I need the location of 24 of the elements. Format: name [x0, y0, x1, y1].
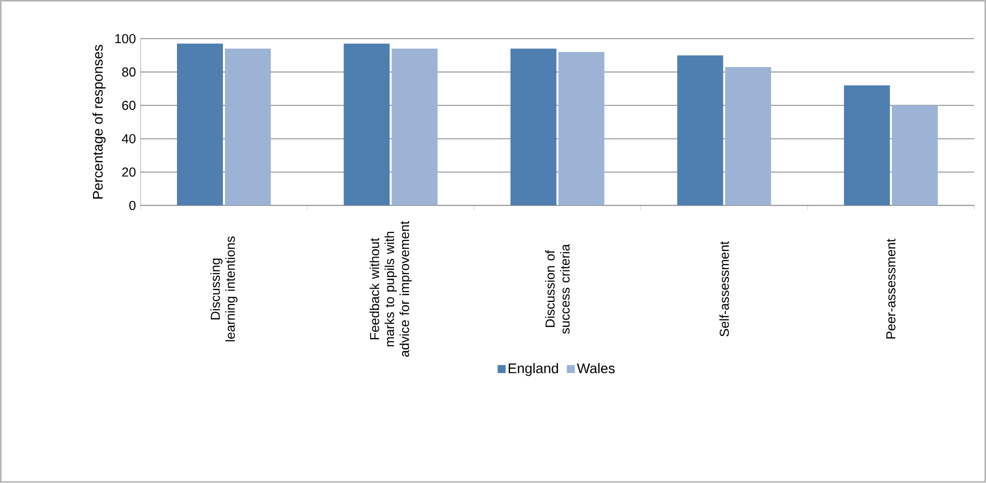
- legend-label: Wales: [576, 363, 615, 374]
- y-tick-label: 80: [122, 68, 136, 77]
- y-axis-title: Percentage of responses: [92, 45, 106, 199]
- bar: [677, 55, 724, 206]
- x-tick-label: Self-assessment: [719, 241, 729, 337]
- y-tick-label: 40: [122, 134, 136, 144]
- bar: [725, 67, 772, 206]
- y-tick-label: 100: [115, 34, 136, 44]
- y-tick-label: 60: [122, 100, 136, 110]
- bar: [558, 52, 604, 206]
- bar: [892, 106, 938, 206]
- bar: [224, 48, 271, 206]
- y-tick-label: 20: [122, 168, 136, 177]
- bar: [392, 48, 438, 206]
- bar: [510, 48, 556, 206]
- x-tick-label: Discussion of success criteria: [545, 244, 570, 334]
- bar: [344, 44, 390, 206]
- x-tick-label: Peer-assessment: [886, 238, 896, 339]
- y-tick-label: 0: [129, 200, 136, 210]
- x-tick-label: Discussing learning intentions: [210, 236, 238, 342]
- bar: [176, 44, 223, 206]
- x-tick-label: Feedback without marks to pupils with advice for improvement: [370, 221, 412, 357]
- bar: [844, 85, 890, 206]
- legend-label: England: [508, 363, 558, 376]
